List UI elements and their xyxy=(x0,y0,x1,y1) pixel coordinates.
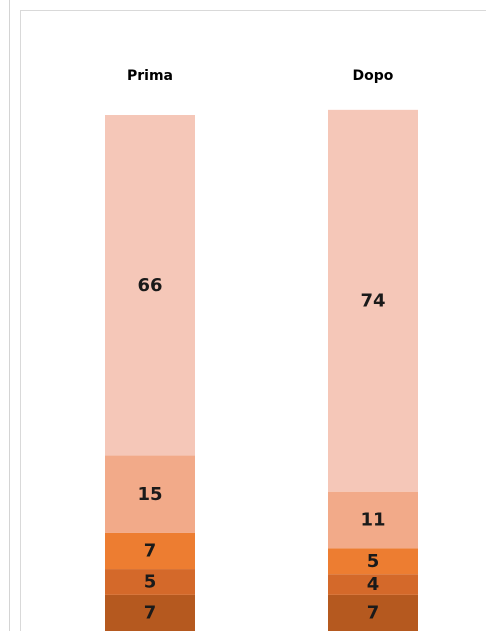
data-label-prima-4: 66 xyxy=(137,275,162,296)
left-divider xyxy=(9,0,10,631)
bar-segment-prima-1 xyxy=(105,569,195,595)
bar-segment-dopo-3 xyxy=(328,491,418,549)
bar-segment-prima-3 xyxy=(105,455,195,533)
data-label-dopo-1: 4 xyxy=(367,574,380,595)
bar-segment-dopo-0 xyxy=(328,594,418,631)
data-label-dopo-3: 11 xyxy=(360,510,385,531)
bar-segment-prima-4 xyxy=(105,115,195,456)
bar-segment-dopo-1 xyxy=(328,574,418,595)
data-label-prima-2: 7 xyxy=(144,541,157,562)
data-label-dopo-0: 7 xyxy=(367,602,380,623)
data-label-dopo-4: 74 xyxy=(360,290,385,311)
category-label-prima: Prima xyxy=(127,68,173,84)
category-label-dopo: Dopo xyxy=(353,68,394,84)
data-label-prima-3: 15 xyxy=(137,484,162,505)
bar-segment-prima-0 xyxy=(105,594,195,631)
bar-segment-dopo-4 xyxy=(328,109,418,492)
bar-segment-dopo-2 xyxy=(328,548,418,575)
bar-segment-prima-2 xyxy=(105,532,195,570)
data-label-prima-0: 7 xyxy=(144,602,157,623)
data-label-dopo-2: 5 xyxy=(367,551,380,572)
data-label-prima-1: 5 xyxy=(144,571,157,592)
